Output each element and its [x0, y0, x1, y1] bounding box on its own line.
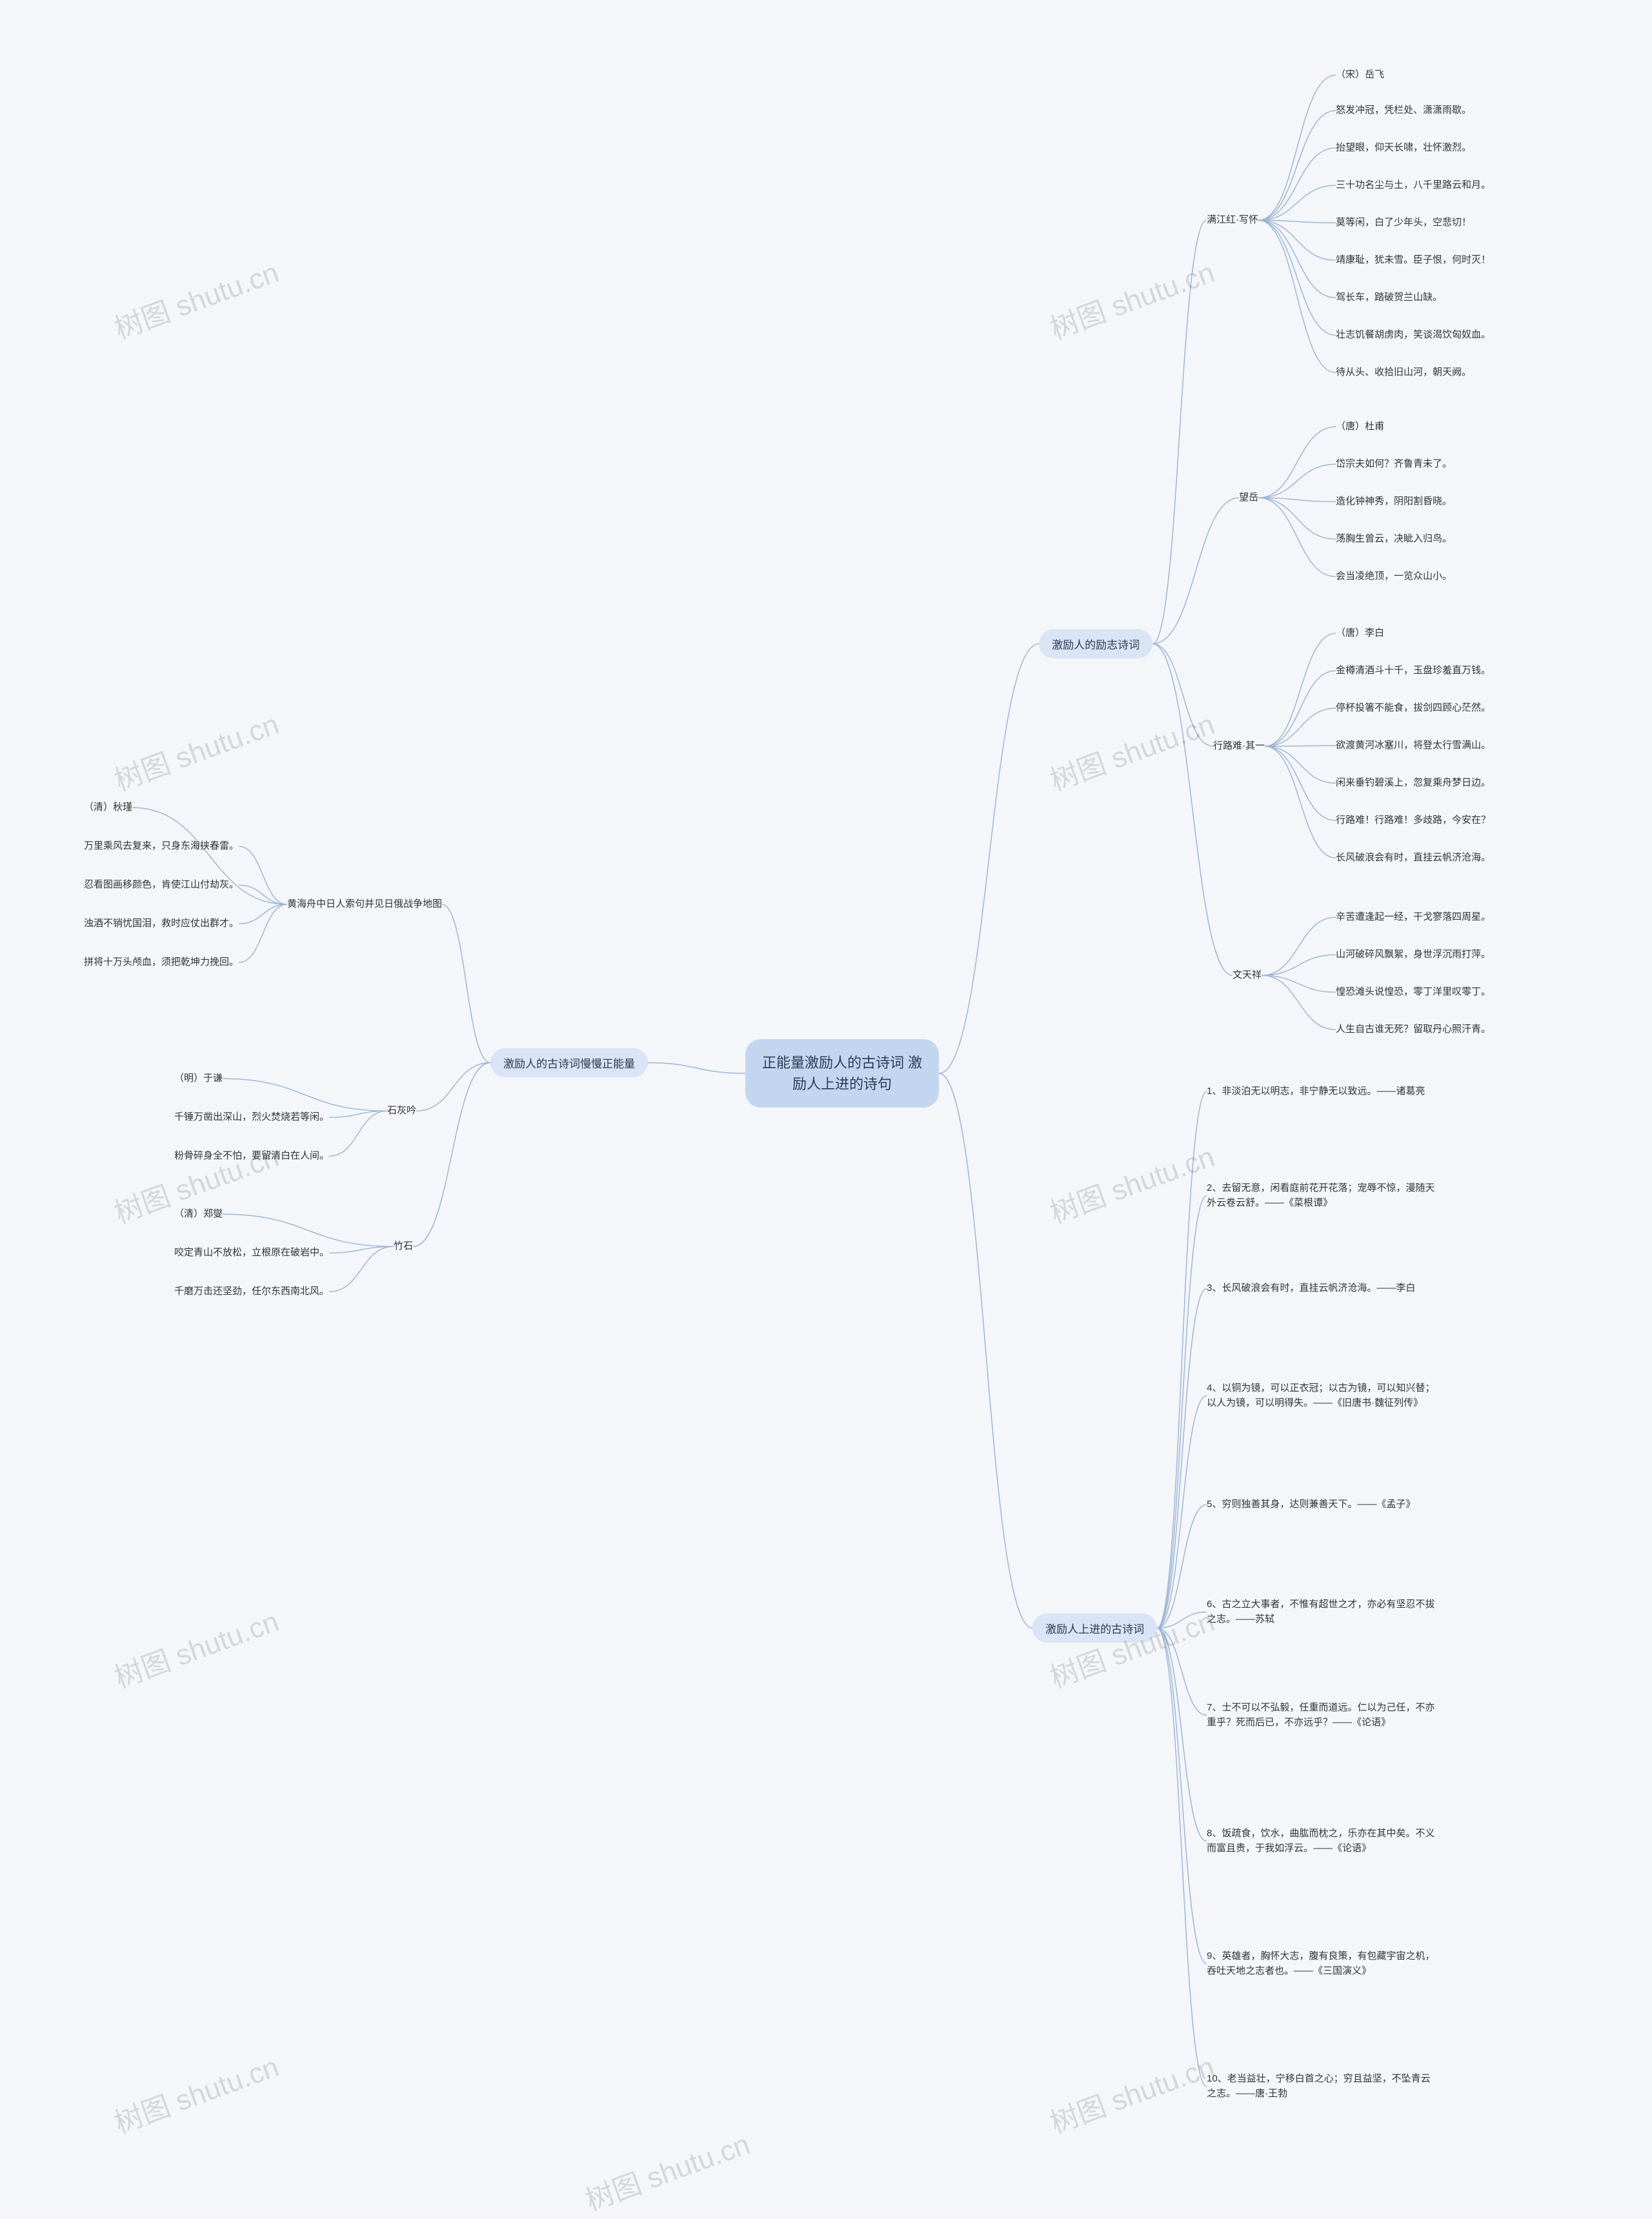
mindmap-leaf: 拼将十万头颅血，须把乾坤力挽回。: [84, 955, 239, 970]
watermark: 树图 shutu.cn: [1043, 249, 1219, 347]
mindmap-leaf: 莫等闲，白了少年头，空悲切！: [1336, 216, 1471, 230]
mindmap-leaf: 抬望眼，仰天长啸，壮怀激烈。: [1336, 141, 1471, 156]
mindmap-leaf: 辛苦遭逢起一经，干戈寥落四周星。: [1336, 910, 1491, 925]
mindmap-node[interactable]: 激励人的古诗词慢慢正能量: [490, 1048, 648, 1077]
watermark: 树图 shutu.cn: [108, 249, 283, 347]
mindmap-node[interactable]: 激励人的励志诗词: [1039, 629, 1153, 658]
poem-title[interactable]: 行路难·其一: [1213, 739, 1265, 754]
mindmap-leaf: 忍看图画移颜色，肯使江山付劫灰。: [84, 878, 239, 893]
mindmap-leaf: 行路难！行路难！多歧路，今安在？: [1336, 813, 1491, 828]
mindmap-leaf: 咬定青山不放松，立根原在破岩中。: [174, 1246, 329, 1261]
poem-title[interactable]: 竹石: [394, 1239, 413, 1254]
mindmap-node[interactable]: 正能量激励人的古诗词 激 励人上进的诗句: [745, 1039, 939, 1108]
mindmap-node[interactable]: 激励人上进的古诗词: [1032, 1614, 1157, 1643]
mindmap-leaf: 8、饭疏食，饮水，曲肱而枕之，乐亦在其中矣。不义而富且贵，于我如浮云。——《论语…: [1207, 1827, 1439, 1856]
mindmap-leaf: 闲来垂钓碧溪上，忽复乘舟梦日边。: [1336, 776, 1491, 791]
mindmap-leaf: （宋）岳飞: [1336, 68, 1384, 83]
mindmap-leaf: 6、古之立大事者，不惟有超世之才，亦必有坚忍不拔之志。——苏轼: [1207, 1597, 1439, 1626]
poem-title[interactable]: 黄海舟中日人索句并见日俄战争地图: [287, 897, 442, 912]
watermark: 树图 shutu.cn: [1043, 1133, 1219, 1231]
mindmap-leaf: 5、穷则独善其身，达则兼善天下。——《孟子》: [1207, 1497, 1439, 1512]
mindmap-leaf: 壮志饥餐胡虏肉，笑谈渴饮匈奴血。: [1336, 328, 1491, 343]
watermark: 树图 shutu.cn: [108, 701, 283, 798]
mindmap-leaf: 粉骨碎身全不怕，要留清白在人间。: [174, 1149, 329, 1164]
poem-title[interactable]: 满江红·写怀: [1207, 213, 1258, 228]
mindmap-leaf: 9、英雄者，胸怀大志，腹有良策，有包藏宇宙之机，吞吐天地之志者也。——《三国演义…: [1207, 1949, 1439, 1978]
mindmap-leaf: （清）郑燮: [174, 1207, 223, 1222]
watermark: 树图 shutu.cn: [108, 1598, 283, 1696]
mindmap-leaf: 金樽清酒斗十千，玉盘珍羞直万钱。: [1336, 664, 1491, 678]
watermark: 树图 shutu.cn: [579, 2121, 754, 2218]
mindmap-leaf: 驾长车，踏破贺兰山缺。: [1336, 290, 1442, 305]
mindmap-leaf: 惶恐滩头说惶恐，零丁洋里叹零丁。: [1336, 985, 1491, 1000]
mindmap-leaf: 7、士不可以不弘毅，任重而道远。仁以为己任，不亦重乎？死而后已，不亦远乎？——《…: [1207, 1701, 1439, 1730]
mindmap-leaf: 4、以铜为镜，可以正衣冠；以古为镜，可以知兴替；以人为镜，可以明得失。——《旧唐…: [1207, 1381, 1439, 1410]
watermark: 树图 shutu.cn: [1043, 701, 1219, 798]
mindmap-leaf: 千磨万击还坚劲，任尔东西南北风。: [174, 1284, 329, 1299]
mindmap-leaf: 停杯投箸不能食，拔剑四顾心茫然。: [1336, 701, 1491, 716]
mindmap-leaf: 3、长风破浪会有时，直挂云帆济沧海。——李白: [1207, 1281, 1439, 1296]
mindmap-leaf: 三十功名尘与土，八千里路云和月。: [1336, 178, 1491, 193]
mindmap-leaf: （明）于谦: [174, 1071, 223, 1086]
mindmap-leaf: （唐）杜甫: [1336, 420, 1384, 434]
mindmap-leaf: （清）秋瑾: [84, 800, 132, 815]
mindmap-leaf: 怒发冲冠，凭栏处、潇潇雨歇。: [1336, 103, 1471, 118]
mindmap-leaf: 造化钟神秀，阴阳割昏晓。: [1336, 494, 1452, 509]
mindmap-leaf: 1、非淡泊无以明志，非宁静无以致远。——诸葛亮: [1207, 1084, 1439, 1099]
mindmap-leaf: 岱宗夫如何？齐鲁青未了。: [1336, 457, 1452, 472]
mindmap-leaf: 万里乘风去复来，只身东海挟春雷。: [84, 839, 239, 854]
watermark: 树图 shutu.cn: [108, 2043, 283, 2141]
poem-title[interactable]: 文天祥: [1233, 968, 1262, 983]
poem-title[interactable]: 石灰吟: [387, 1104, 416, 1119]
mindmap-leaf: 欲渡黄河冰塞川，将登太行雪满山。: [1336, 738, 1491, 753]
mindmap-leaf: 靖康耻，犹未雪。臣子恨，何时灭！: [1336, 253, 1491, 268]
mindmap-leaf: 2、去留无意，闲看庭前花开花落；宠辱不惊，漫随天外云卷云舒。——《菜根谭》: [1207, 1181, 1439, 1210]
mindmap-leaf: 长风破浪会有时，直挂云帆济沧海。: [1336, 851, 1491, 866]
mindmap-leaf: 人生自古谁无死？留取丹心照汗青。: [1336, 1022, 1491, 1037]
mindmap-leaf: 千锤万凿出深山，烈火焚烧若等闲。: [174, 1110, 329, 1125]
mindmap-leaf: 山河破碎风飘絮，身世浮沉雨打萍。: [1336, 947, 1491, 962]
watermark: 树图 shutu.cn: [1043, 2043, 1219, 2141]
mindmap-leaf: 10、老当益壮，宁移白首之心；穷且益坚，不坠青云之志。——唐·王勃: [1207, 2072, 1439, 2101]
mindmap-leaf: 浊酒不销忧国泪，救时应仗出群才。: [84, 917, 239, 931]
mindmap-leaf: 荡胸生曾云，决眦入归鸟。: [1336, 532, 1452, 547]
mindmap-leaf: （唐）李白: [1336, 626, 1384, 641]
poem-title[interactable]: 望岳: [1239, 491, 1258, 505]
mindmap-leaf: 会当凌绝顶，一览众山小。: [1336, 569, 1452, 584]
mindmap-leaf: 待从头、收拾旧山河，朝天阙。: [1336, 365, 1471, 380]
